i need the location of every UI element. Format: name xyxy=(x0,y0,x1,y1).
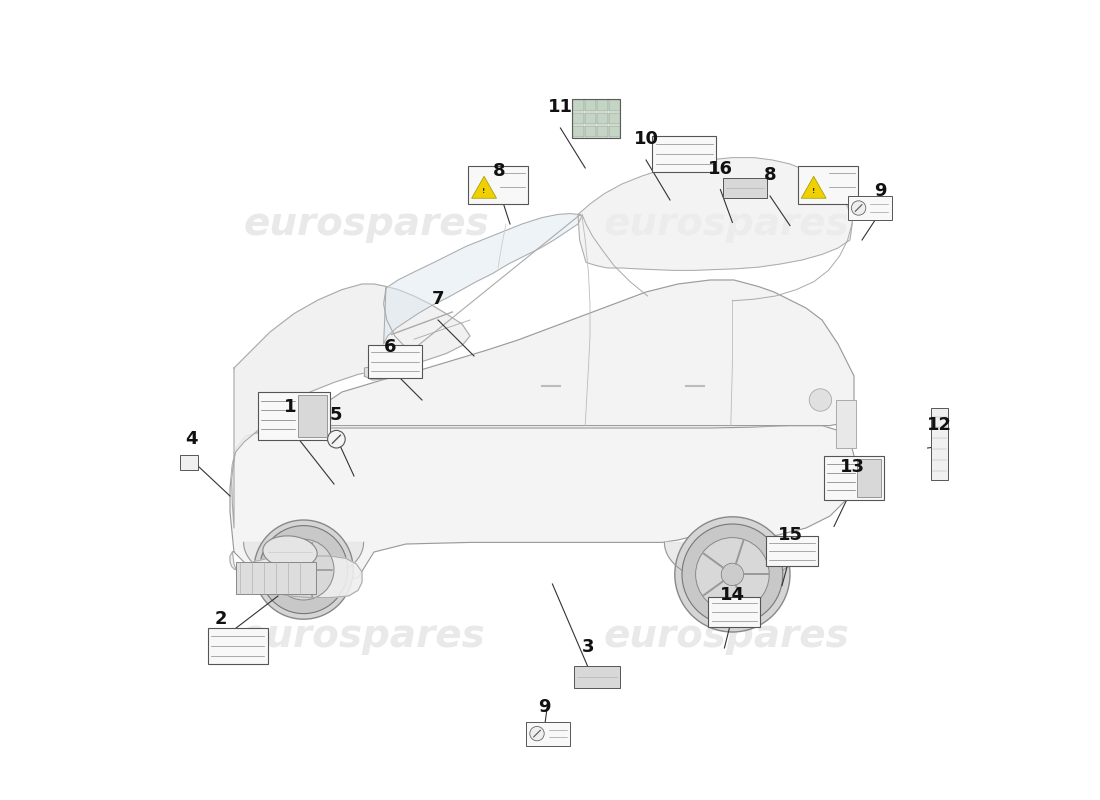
Bar xyxy=(526,722,570,746)
Bar xyxy=(798,166,858,204)
Text: eurospares: eurospares xyxy=(243,205,488,243)
Circle shape xyxy=(695,538,769,611)
Text: 5: 5 xyxy=(329,406,342,424)
Circle shape xyxy=(273,539,334,600)
Polygon shape xyxy=(364,366,386,380)
Bar xyxy=(836,400,857,448)
Bar xyxy=(298,395,327,437)
Text: eurospares: eurospares xyxy=(603,617,849,655)
Circle shape xyxy=(674,517,790,632)
Ellipse shape xyxy=(263,536,317,568)
Bar xyxy=(723,178,767,198)
Polygon shape xyxy=(664,542,801,584)
Bar xyxy=(585,126,595,137)
Bar xyxy=(572,99,620,138)
Text: 13: 13 xyxy=(840,458,865,476)
Bar xyxy=(652,136,716,172)
Circle shape xyxy=(328,430,345,448)
Bar xyxy=(609,126,619,137)
Text: eurospares: eurospares xyxy=(603,205,849,243)
Polygon shape xyxy=(232,284,470,528)
Polygon shape xyxy=(472,176,496,198)
Polygon shape xyxy=(230,552,362,598)
Bar xyxy=(573,126,584,137)
Bar xyxy=(258,392,330,440)
Text: eurospares: eurospares xyxy=(239,617,485,655)
Text: 11: 11 xyxy=(548,98,573,116)
Text: !: ! xyxy=(483,188,486,194)
Bar xyxy=(573,100,584,111)
Bar xyxy=(597,126,607,137)
Polygon shape xyxy=(302,280,854,428)
Bar xyxy=(609,113,619,124)
Text: 8: 8 xyxy=(493,162,506,180)
Bar xyxy=(208,628,267,664)
Text: 7: 7 xyxy=(431,290,444,308)
Bar xyxy=(824,456,883,500)
Circle shape xyxy=(530,726,544,741)
Text: 6: 6 xyxy=(384,338,396,356)
Bar xyxy=(574,666,620,688)
Bar xyxy=(848,196,892,220)
Bar xyxy=(597,100,607,111)
Bar xyxy=(573,113,584,124)
Circle shape xyxy=(260,526,348,614)
Circle shape xyxy=(294,560,313,579)
Circle shape xyxy=(682,524,783,625)
Text: 4: 4 xyxy=(185,430,198,448)
Bar xyxy=(708,597,760,627)
Circle shape xyxy=(851,201,866,215)
Text: 8: 8 xyxy=(763,166,777,184)
Text: 3: 3 xyxy=(582,638,595,656)
Polygon shape xyxy=(578,158,852,270)
Text: 15: 15 xyxy=(778,526,803,544)
Bar xyxy=(469,166,528,204)
Text: 1: 1 xyxy=(284,398,296,416)
Bar xyxy=(857,459,881,497)
Bar xyxy=(367,345,422,378)
Bar xyxy=(766,536,818,566)
Text: 14: 14 xyxy=(719,586,745,604)
Text: 12: 12 xyxy=(927,416,953,434)
Bar xyxy=(597,113,607,124)
Circle shape xyxy=(810,389,832,411)
Bar xyxy=(180,455,198,470)
Bar xyxy=(931,408,948,480)
Text: 16: 16 xyxy=(708,160,733,178)
Circle shape xyxy=(722,563,744,586)
Polygon shape xyxy=(801,176,826,198)
Bar xyxy=(236,562,317,594)
Bar xyxy=(585,100,595,111)
Text: !: ! xyxy=(812,188,815,194)
Bar xyxy=(585,113,595,124)
Text: 9: 9 xyxy=(538,698,551,716)
Polygon shape xyxy=(243,542,364,581)
Polygon shape xyxy=(230,426,854,582)
Text: 2: 2 xyxy=(214,610,227,628)
Circle shape xyxy=(254,520,353,619)
Text: 10: 10 xyxy=(634,130,659,148)
Bar xyxy=(609,100,619,111)
Polygon shape xyxy=(384,214,582,344)
Text: 9: 9 xyxy=(874,182,887,200)
